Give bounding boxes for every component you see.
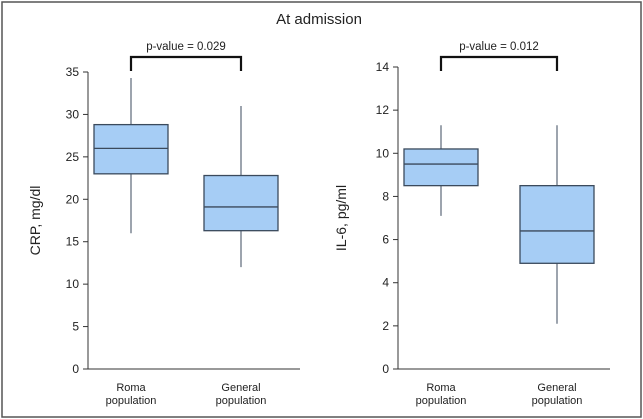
x-tick-label: Roma <box>426 382 456 394</box>
y-tick-label: 35 <box>66 65 80 79</box>
y-tick-label: 10 <box>376 146 390 160</box>
y-tick-label: 5 <box>72 320 79 334</box>
y-tick-label: 8 <box>382 189 389 203</box>
y-tick-label: 14 <box>376 60 390 74</box>
y-tick-label: 20 <box>66 192 80 206</box>
p-value-label: p-value = 0.012 <box>459 41 539 53</box>
y-axis-label: IL-6, pg/ml <box>333 185 349 251</box>
y-tick-label: 0 <box>382 362 389 376</box>
x-tick-label: Roma <box>116 382 146 394</box>
y-tick-label: 25 <box>66 150 80 164</box>
box <box>403 148 479 187</box>
box <box>203 174 279 232</box>
x-tick-label: population <box>532 395 583 407</box>
x-tick-label: General <box>221 382 260 394</box>
y-tick-label: 2 <box>382 319 389 333</box>
box <box>93 123 169 175</box>
x-tick-label: General <box>537 382 576 394</box>
significance-bracket <box>129 55 243 71</box>
y-tick-label: 10 <box>66 277 80 291</box>
y-tick-label: 15 <box>66 235 80 249</box>
box <box>519 184 595 264</box>
significance-bracket <box>439 55 559 71</box>
y-tick-label: 30 <box>66 107 80 121</box>
figure-title: At admission <box>276 11 362 28</box>
y-tick-label: 6 <box>382 233 389 247</box>
y-axis-label: CRP, mg/dl <box>27 186 43 256</box>
x-tick-label: population <box>416 395 467 407</box>
y-tick-label: 0 <box>72 362 79 376</box>
p-value-label: p-value = 0.029 <box>146 41 226 53</box>
y-tick-label: 4 <box>382 276 389 290</box>
y-tick-label: 12 <box>376 103 390 117</box>
x-tick-label: population <box>106 395 157 407</box>
x-tick-label: population <box>216 395 267 407</box>
